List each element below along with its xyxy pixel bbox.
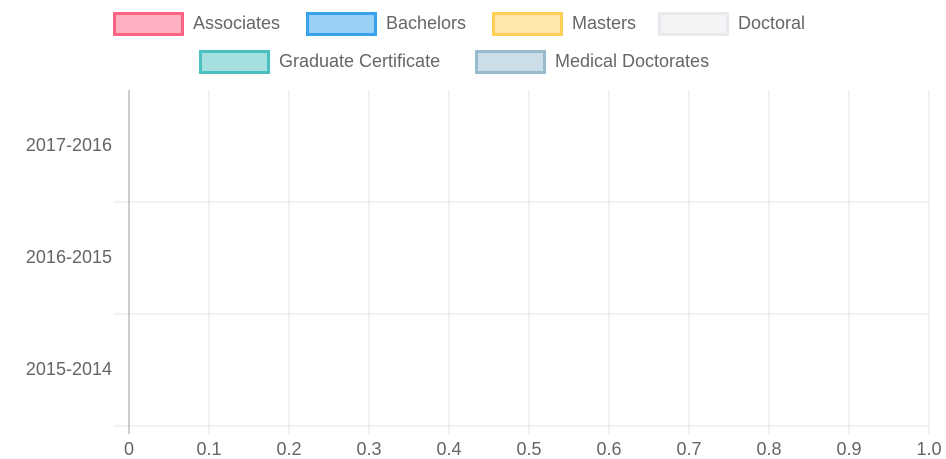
x-tick-label: 0.5 — [516, 439, 541, 459]
legend-label: Bachelors — [386, 13, 466, 33]
y-tick-label: 2016-2015 — [26, 247, 112, 267]
legend-label: Medical Doctorates — [555, 51, 709, 71]
x-tick-label: 1.0 — [916, 439, 941, 459]
legend-label: Masters — [572, 13, 636, 33]
x-tick-label: 0.2 — [276, 439, 301, 459]
x-tick-label: 0.1 — [196, 439, 221, 459]
x-tick-label: 0.9 — [836, 439, 861, 459]
x-tick-label: 0.4 — [436, 439, 461, 459]
legend-swatch — [492, 12, 563, 36]
legend-label: Associates — [193, 13, 280, 33]
x-tick-label: 0.3 — [356, 439, 381, 459]
x-tick-label: 0.8 — [756, 439, 781, 459]
legend-swatch — [475, 50, 546, 74]
x-tick-label: 0.6 — [596, 439, 621, 459]
legend-label: Doctoral — [738, 13, 805, 33]
y-tick-label: 2017-2016 — [26, 135, 112, 155]
legend-swatch — [199, 50, 270, 74]
legend-swatch — [306, 12, 377, 36]
y-tick-label: 2015-2014 — [26, 359, 112, 379]
legend-swatch — [113, 12, 184, 36]
legend-swatch — [658, 12, 729, 36]
x-tick-label: 0 — [124, 439, 134, 459]
legend-label: Graduate Certificate — [279, 51, 440, 71]
x-tick-label: 0.7 — [676, 439, 701, 459]
